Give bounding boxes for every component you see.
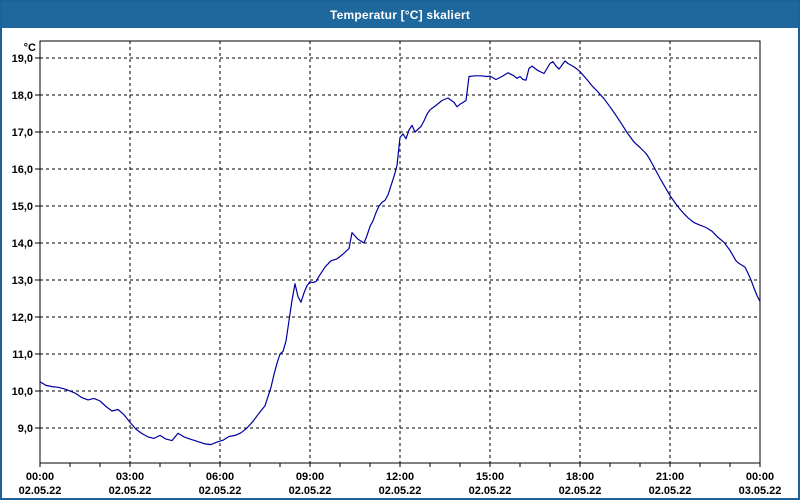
x-tick-date-label: 02.05.22	[469, 485, 512, 496]
x-tick-time-label: 00:00	[746, 471, 774, 483]
y-tick-label: 19,0	[12, 53, 33, 65]
x-tick-date-label: 02.05.22	[199, 485, 242, 496]
x-tick-time-label: 18:00	[566, 471, 594, 483]
x-tick-time-label: 06:00	[206, 471, 234, 483]
y-tick-label: 13,0	[12, 275, 33, 287]
x-tick-date-label: 02.05.22	[19, 485, 62, 496]
y-tick-label: 15,0	[12, 201, 33, 213]
x-tick-date-label: 02.05.22	[559, 485, 602, 496]
x-tick-time-label: 12:00	[386, 471, 414, 483]
y-tick-label: 16,0	[12, 164, 33, 176]
temperature-series-line	[39, 60, 761, 446]
x-tick-date-label: 02.05.22	[379, 485, 422, 496]
window-titlebar[interactable]: Temperatur [°C] skaliert	[2, 2, 798, 28]
y-axis-unit-label: °C	[24, 42, 36, 54]
y-tick-label: 18,0	[12, 90, 33, 102]
x-tick-date-label: 03.05.22	[739, 485, 782, 496]
window-title: Temperatur [°C] skaliert	[329, 8, 471, 22]
x-tick-date-label: 02.05.22	[649, 485, 692, 496]
x-tick-date-label: 02.05.22	[109, 485, 152, 496]
y-tick-label: 9,0	[18, 423, 33, 435]
y-tick-label: 10,0	[12, 386, 33, 398]
y-tick-label: 14,0	[12, 238, 33, 250]
temperature-chart-svg: 9,0 10,0 11,0 12,0 13,0 14,0 15,0 16,0 17,0 18,0 1…	[12, 40, 782, 497]
x-tick-time-label: 09:00	[296, 471, 324, 483]
y-tick-label: 17,0	[12, 127, 33, 139]
plot-area: 9,0 10,0 11,0 12,0 13,0 14,0 15,0 16,0 17,0 18,0 1…	[2, 28, 798, 497]
x-tick-time-label: 00:00	[26, 471, 54, 483]
x-tick-time-label: 15:00	[476, 471, 504, 483]
x-tick-time-label: 21:00	[656, 471, 684, 483]
y-tick-label: 12,0	[12, 312, 33, 324]
x-tick-date-label: 02.05.22	[289, 485, 332, 496]
y-tick-label: 11,0	[12, 349, 33, 361]
x-tick-time-label: 03:00	[116, 471, 144, 483]
